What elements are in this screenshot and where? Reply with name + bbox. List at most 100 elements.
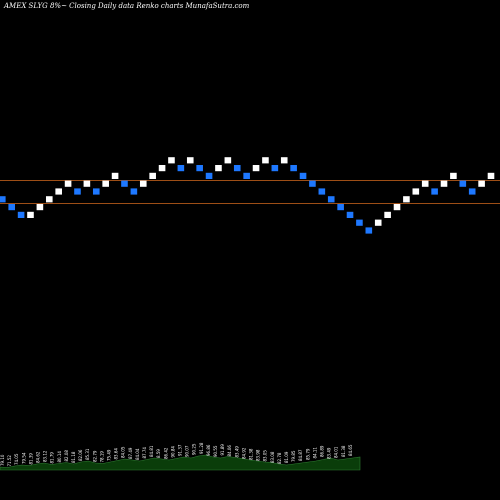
volume-panel (0, 454, 361, 471)
volume-label: 83.49 (234, 446, 239, 458)
renko-brick-up (403, 196, 410, 203)
renko-brick-up (55, 188, 62, 195)
renko-brick-up (158, 165, 166, 172)
renko-brick-down (290, 165, 297, 172)
renko-brick-up (252, 165, 260, 172)
renko-brick-down (318, 188, 326, 195)
volume-label: 82.08 (64, 450, 69, 462)
renko-brick-down (92, 188, 100, 195)
volume-label: 71.52 (7, 455, 12, 467)
volume-label: 87.74 (142, 447, 147, 459)
renko-brick-up (393, 204, 401, 211)
volume-label: 83.64 (114, 448, 119, 460)
volume-label: 84.11 (312, 447, 317, 459)
renko-bricks (0, 157, 495, 234)
volume-label: 84.06 (227, 445, 232, 457)
volume-label: 85.31 (85, 448, 90, 460)
renko-brick-down (346, 211, 354, 218)
renko-brick-up (186, 157, 194, 164)
volume-label: 75.49 (107, 449, 112, 461)
volume-label: 79.85 (291, 450, 296, 462)
volume-label: 83.12 (43, 450, 48, 462)
volume-label: 79.10 (0, 454, 5, 466)
renko-brick-up (487, 172, 495, 179)
volume-label: 96.86 (206, 444, 211, 456)
renko-brick-up (224, 157, 232, 164)
volume-label: 87.49 (128, 447, 133, 459)
volume-label: 80.14 (57, 451, 62, 463)
renko-brick-down (459, 180, 467, 187)
volume-area (0, 454, 361, 471)
renko-brick-up (36, 204, 44, 211)
renko-brick-down (327, 196, 335, 203)
renko-brick-up (102, 180, 109, 187)
renko-brick-down (468, 188, 476, 195)
volume-label: 82.79 (92, 450, 97, 462)
renko-brick-down (121, 180, 128, 187)
renko-brick-up (374, 219, 382, 226)
volume-label: 81.79 (50, 452, 55, 464)
renko-brick-up (215, 165, 222, 172)
volume-label: 81.18 (71, 451, 76, 463)
reference-lines (0, 180, 500, 204)
renko-brick-down (309, 180, 316, 187)
renko-brick-down (177, 165, 185, 172)
renko-brick-down (74, 188, 81, 195)
volume-label: 90.07 (185, 445, 190, 457)
renko-brick-up (83, 180, 91, 187)
renko-brick-up (440, 180, 448, 187)
volume-label: 84.87 (298, 449, 303, 461)
renko-brick-up (421, 180, 429, 187)
renko-brick-up (384, 211, 391, 218)
renko-brick-down (17, 211, 25, 218)
renko-brick-up (111, 172, 119, 179)
volume-label: 82.78 (277, 452, 282, 464)
renko-brick-up (478, 180, 485, 187)
renko-brick-down (356, 219, 363, 226)
volume-label: 86.89 (320, 445, 325, 457)
volume-label: 91.89 (220, 444, 225, 456)
renko-brick-down (8, 204, 15, 211)
volume-label: 83.08 (270, 451, 275, 463)
renko-brick-down (205, 172, 213, 179)
volume-label: 79.54 (21, 452, 26, 464)
volume-label: 86.42 (163, 447, 168, 459)
volume-label: 84.92 (241, 447, 246, 459)
renko-brick-up (412, 188, 420, 195)
renko-brick-up (45, 196, 53, 203)
volume-label: 90.25 (192, 443, 197, 455)
volume-labels: 79.10 71.52 74.05 79.54 81.39 84.62 83.12 81.79… (0, 442, 353, 466)
renko-brick-down (271, 165, 279, 172)
volume-label: 82.06 (78, 449, 83, 461)
renko-brick-up (64, 180, 72, 187)
renko-brick-up (168, 157, 175, 164)
volume-label: 81.09 (284, 451, 289, 463)
renko-brick-down (337, 204, 344, 211)
renko-brick-up (450, 172, 457, 179)
renko-brick-up (280, 157, 288, 164)
volume-label: 81.39 (28, 453, 33, 465)
volume-label: 91.37 (178, 444, 183, 456)
volume-label: 81.38 (341, 445, 346, 457)
renko-brick-down (130, 188, 138, 195)
volume-label: 90.55 (213, 445, 218, 457)
volume-label: 78.19 (99, 451, 104, 463)
renko-brick-up (27, 211, 34, 218)
volume-label: 83.49 (327, 447, 332, 459)
volume-label: 84.81 (149, 445, 154, 457)
renko-brick-down (0, 196, 6, 203)
volume-label: 83.05 (263, 450, 268, 462)
volume-label: 85.79 (305, 448, 310, 460)
volume-label: 90.84 (170, 446, 175, 458)
volume-label: 81.38 (249, 448, 254, 460)
volume-label: 84.04 (135, 448, 140, 460)
renko-brick-down (233, 165, 241, 172)
renko-brick-down (365, 227, 373, 234)
volume-label: 74.05 (14, 453, 19, 465)
renko-brick-up (262, 157, 269, 164)
volume-label: 8.59 (156, 449, 161, 458)
renko-brick-up (139, 180, 147, 187)
renko-brick-down (243, 172, 250, 179)
renko-brick-up (149, 172, 156, 179)
